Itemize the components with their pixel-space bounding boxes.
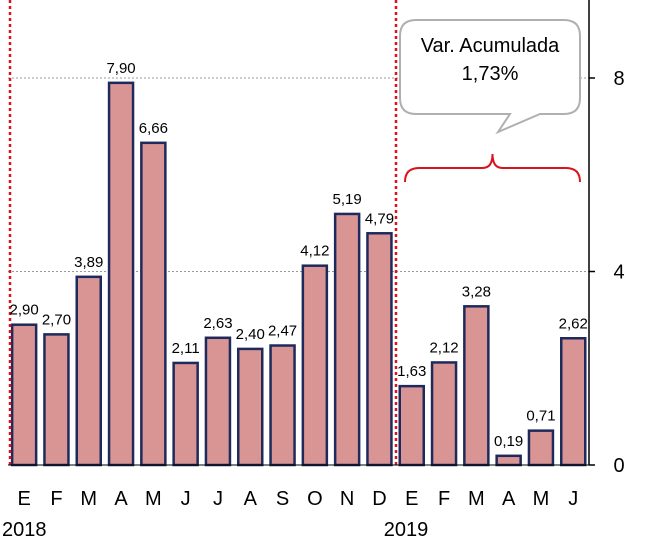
bar: [430, 361, 458, 467]
x-tick-label: F: [50, 488, 62, 510]
bar: [463, 305, 490, 467]
x-tick-label: O: [307, 488, 323, 510]
x-tick-label: F: [438, 488, 450, 510]
data-label: 2,63: [203, 315, 232, 332]
data-label: 2,11: [172, 340, 200, 357]
data-label: 2,62: [559, 315, 588, 332]
data-label: 0,71: [526, 408, 555, 425]
callout-title: Var. Acumulada: [421, 35, 560, 57]
data-label: 4,79: [365, 210, 394, 227]
x-tick-label: E: [405, 488, 418, 510]
y-tick-label: 4: [613, 262, 624, 284]
x-tick-label: S: [276, 488, 289, 510]
data-label: 5,19: [333, 191, 362, 208]
x-tick-label: A: [114, 488, 128, 510]
bar: [107, 81, 135, 467]
bar: [10, 323, 38, 467]
bar: [269, 344, 296, 467]
x-tick-label: N: [340, 488, 354, 510]
data-label: 2,70: [42, 311, 71, 328]
callout-bubble: [399, 19, 581, 135]
bars: [10, 81, 587, 467]
x-tick-label: E: [17, 488, 30, 510]
bar: [398, 384, 425, 467]
y-tick-label: 0: [613, 455, 624, 477]
x-tick-label: J: [568, 488, 578, 510]
bar: [75, 275, 102, 467]
x-tick-label: M: [533, 488, 550, 510]
bar: [495, 454, 522, 467]
x-tick-label: A: [502, 488, 516, 510]
data-label: 1,63: [397, 363, 426, 380]
bar: [560, 337, 587, 467]
annotation: Var. Acumulada 1,73%: [399, 19, 581, 183]
year-label: 2019: [384, 519, 429, 541]
brace: [404, 153, 581, 183]
data-label: 4,12: [300, 243, 329, 260]
data-label: 7,90: [106, 60, 135, 77]
data-label: 2,12: [429, 339, 458, 356]
bar: [333, 212, 361, 467]
x-tick-label: M: [468, 488, 485, 510]
x-tick-label: M: [80, 488, 97, 510]
x-tick-label: J: [181, 488, 191, 510]
bar: [172, 361, 199, 467]
bar: [140, 141, 167, 467]
data-label: 3,28: [462, 283, 491, 300]
bar: [237, 347, 264, 467]
bar: [204, 336, 232, 467]
y-tick-label: 8: [613, 68, 624, 90]
bar: [366, 232, 393, 467]
year-label: 2018: [2, 519, 47, 541]
data-label: 2,47: [268, 323, 297, 340]
bar: [301, 264, 329, 467]
x-tick-label: A: [244, 488, 258, 510]
data-label: 2,40: [236, 326, 265, 343]
callout-value: 1,73%: [462, 63, 519, 85]
data-label: 6,66: [139, 120, 168, 137]
x-tick-label: J: [213, 488, 223, 510]
bar: [43, 333, 70, 467]
data-label: 0,19: [494, 433, 523, 450]
y-axis: 0 4 8: [8, 0, 625, 477]
x-tick-label: M: [145, 488, 162, 510]
x-tick-label: D: [372, 488, 386, 510]
data-label: 2,90: [10, 302, 39, 319]
data-label: 3,89: [74, 254, 103, 271]
bar: [527, 429, 555, 467]
data-labels: 2,902,70 3,89 7,90 6,66 2,112,632,40 2,47 4,12…: [10, 60, 588, 450]
year-labels: 2018 2019: [2, 519, 428, 541]
